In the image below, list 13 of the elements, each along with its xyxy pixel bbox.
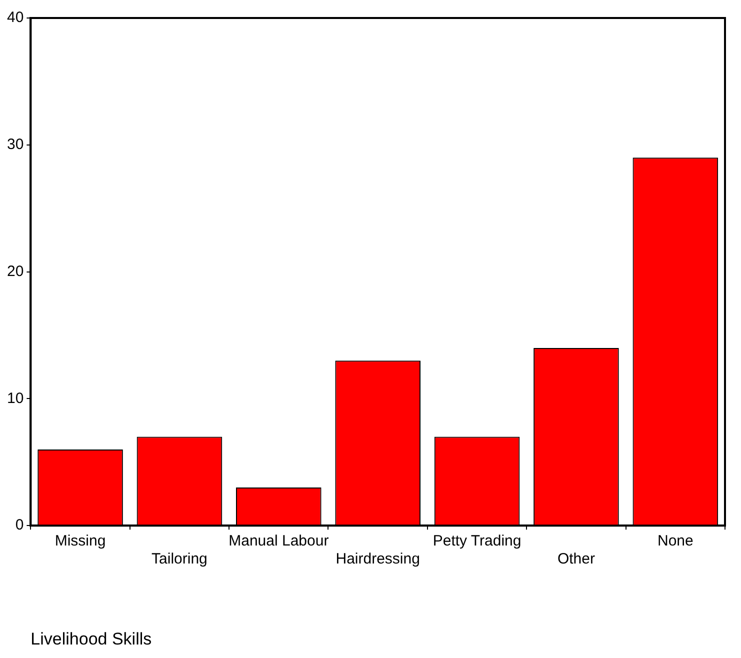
y-tick-label: 20 — [6, 262, 24, 280]
x-tick-label: Manual Labour — [228, 532, 329, 550]
x-tick-label: Tailoring — [152, 550, 208, 568]
x-tick-label: Hairdressing — [336, 550, 420, 568]
x-tick-label: Other — [557, 550, 595, 568]
y-tick-label: 10 — [6, 390, 24, 407]
x-tick-label: Missing — [54, 532, 106, 550]
x-axis-title: Livelihood Skills — [30, 629, 152, 648]
y-tick-label: 30 — [6, 136, 24, 154]
y-tick-label: 40 — [6, 9, 24, 26]
x-tick-label: None — [657, 532, 694, 550]
x-tick-label: Petty Trading — [432, 532, 522, 550]
y-tick-label: 0 — [15, 516, 24, 534]
